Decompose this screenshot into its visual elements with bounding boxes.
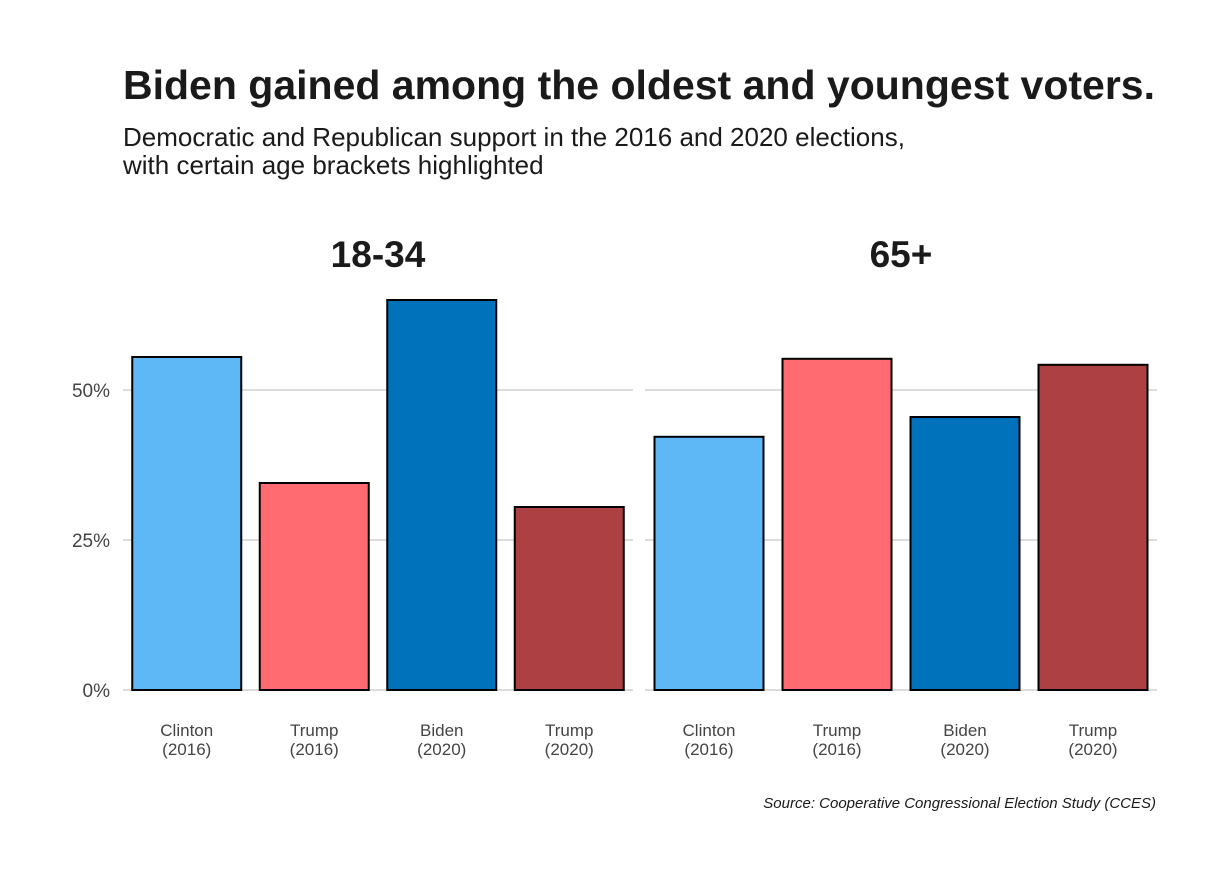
facet-title: 65+	[870, 234, 933, 275]
facet-title: 18-34	[331, 234, 426, 275]
x-tick-label: Clinton	[683, 721, 736, 740]
x-tick-label: (2020)	[940, 740, 989, 759]
x-tick-label: (2016)	[290, 740, 339, 759]
x-tick-label: (2016)	[684, 740, 733, 759]
bar	[1037, 363, 1149, 691]
y-tick-label: 0%	[83, 681, 111, 702]
subtitle-line-2: with certain age brackets highlighted	[123, 150, 544, 180]
x-tick-label: (2020)	[545, 740, 594, 759]
x-tick-label: Clinton	[160, 721, 213, 740]
x-tick-label: (2020)	[1068, 740, 1117, 759]
subtitle-line-1: Democratic and Republican support in the…	[123, 122, 905, 152]
x-tick-label: Trump	[290, 721, 339, 740]
bar	[513, 506, 625, 691]
x-tick-label: Biden	[420, 721, 463, 740]
x-tick-label: (2016)	[812, 740, 861, 759]
bar	[781, 357, 893, 691]
chart-title: Biden gained among the oldest and younge…	[123, 62, 1155, 108]
x-tick-label: (2020)	[417, 740, 466, 759]
x-tick-label: Biden	[943, 721, 986, 740]
bar	[909, 416, 1021, 691]
source-note: Source: Cooperative Congressional Electi…	[763, 795, 1156, 812]
bar	[258, 482, 370, 691]
x-tick-label: (2016)	[162, 740, 211, 759]
chart-subtitle: Democratic and Republican support in the…	[123, 123, 905, 179]
bar	[131, 356, 243, 691]
x-tick-label: Trump	[1069, 721, 1118, 740]
x-tick-label: Trump	[813, 721, 862, 740]
bar	[386, 299, 498, 691]
y-tick-label: 50%	[72, 381, 110, 402]
x-tick-label: Trump	[545, 721, 594, 740]
bar	[653, 435, 765, 691]
y-tick-label: 25%	[72, 531, 110, 552]
